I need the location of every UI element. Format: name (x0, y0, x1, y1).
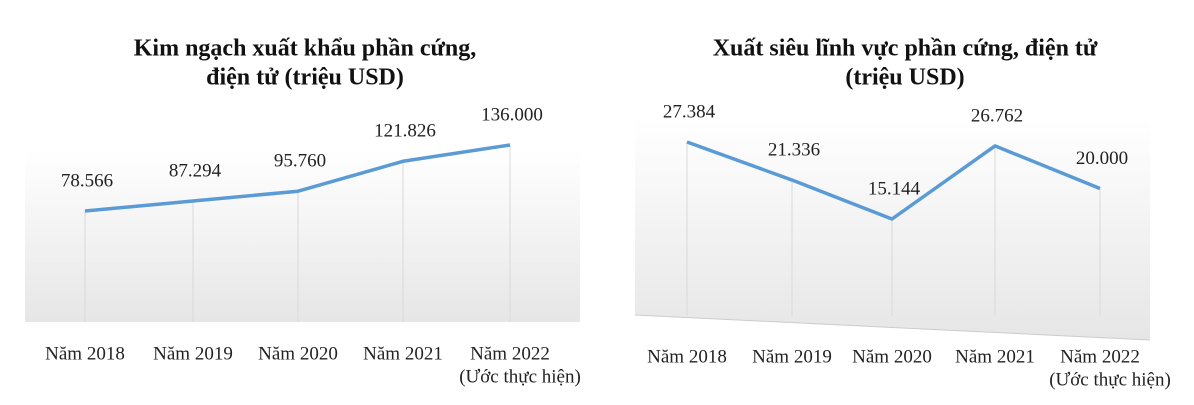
data-label: 21.336 (768, 139, 820, 160)
chart-title: Kim ngạch xuất khẩu phần cứng, (134, 36, 477, 62)
data-label: 20.000 (1076, 148, 1128, 169)
x-tick-label: Năm 2021 (363, 343, 443, 364)
data-label: 95.760 (274, 151, 326, 172)
chart-title: (triệu USD) (845, 65, 964, 91)
x-tick-label: Năm 2022 (470, 343, 550, 364)
data-label: 27.384 (663, 101, 716, 122)
data-label: 87.294 (169, 160, 222, 181)
plot-floor (25, 150, 580, 322)
x-tick-label: Năm 2019 (752, 346, 832, 367)
x-tick-label: Năm 2019 (153, 343, 233, 364)
x-tick-label: Năm 2021 (955, 346, 1035, 367)
data-label: 15.144 (868, 178, 921, 199)
chart-title: Xuất siêu lĩnh vực phần cứng, điện tử (713, 36, 1098, 62)
floor-edge (634, 314, 1151, 341)
x-tick-label: Năm 2018 (647, 346, 727, 367)
data-label: 26.762 (971, 105, 1023, 126)
x-tick-label: Năm 2018 (45, 343, 125, 364)
x-tick-note: (Ước thực hiện) (1049, 369, 1171, 390)
x-tick-label: Năm 2020 (852, 346, 932, 367)
chart-title: điện tử (triệu USD) (206, 65, 404, 91)
x-tick-note: (Ước thực hiện) (459, 366, 581, 387)
line-series (84, 143, 511, 213)
line-series (686, 140, 1101, 221)
x-tick-label: Năm 2022 (1060, 346, 1140, 367)
data-label: 136.000 (481, 104, 543, 125)
x-tick-label: Năm 2020 (258, 343, 338, 364)
data-label: 78.566 (61, 170, 113, 191)
data-label: 121.826 (374, 121, 436, 142)
